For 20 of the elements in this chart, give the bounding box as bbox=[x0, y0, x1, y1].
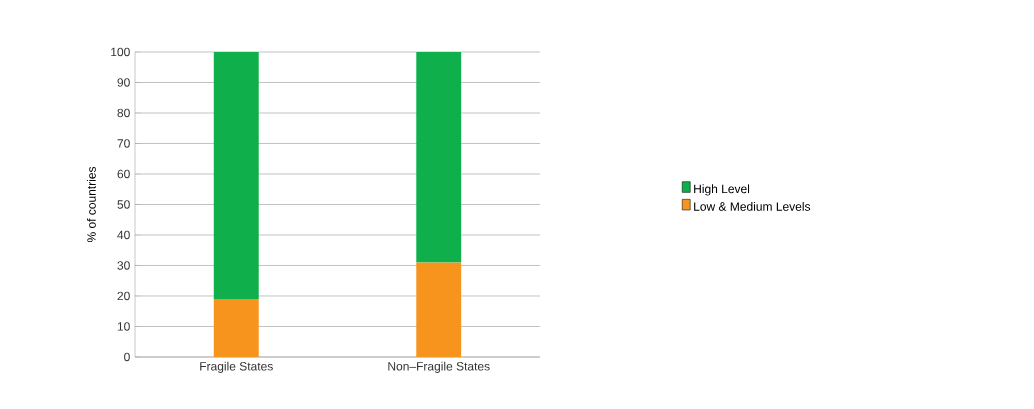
bar bbox=[416, 51, 462, 263]
bar bbox=[416, 262, 462, 357]
x-tick-label: Fragile States bbox=[200, 361, 273, 373]
bar bbox=[213, 51, 259, 300]
y-tick-label: 20 bbox=[117, 291, 130, 301]
y-tick-label: 90 bbox=[117, 78, 130, 87]
y-tick-label: 10 bbox=[117, 322, 130, 331]
legend-label: High Level bbox=[694, 184, 750, 196]
legend-label: Low & Medium Levels bbox=[694, 201, 811, 211]
y-tick-label: 100 bbox=[111, 47, 130, 57]
y-tick-label: 0 bbox=[124, 352, 130, 362]
y-tick-label: 60 bbox=[117, 169, 130, 179]
y-tick-label: 30 bbox=[117, 261, 130, 270]
y-tick-label: 70 bbox=[117, 139, 130, 148]
y-axis-title: % of countries bbox=[86, 166, 96, 243]
y-tick-label: 80 bbox=[117, 108, 130, 118]
y-tick-label: 50 bbox=[117, 200, 130, 209]
x-tick-label: Non–Fragile States bbox=[388, 361, 490, 373]
y-tick-label: 40 bbox=[117, 230, 130, 240]
bar bbox=[213, 299, 259, 357]
